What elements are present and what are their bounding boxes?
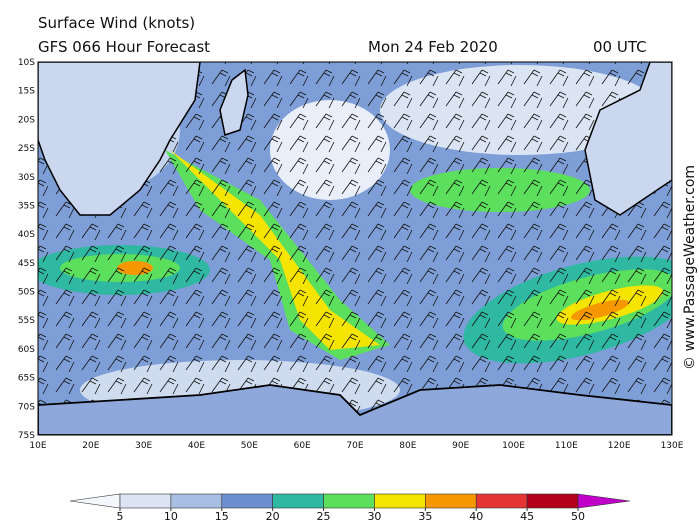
colorbar-segment (119, 493, 172, 509)
colorbar-end (577, 493, 631, 509)
lon-axis: 10E 20E 30E 40E 50E 60E 70E 80E 90E 100E 110E 120E 1… (29, 441, 683, 451)
date: Mon 24 Feb 2020 (368, 38, 498, 56)
colorbar: 5 10 15 20 25 30 35 40 45 50 (69, 493, 631, 523)
lon-label: 80E (399, 441, 416, 451)
lon-label: 50E (241, 441, 258, 451)
colorbar-label: 40 (469, 510, 483, 523)
colorbar-label: 10 (164, 510, 178, 523)
africa (38, 62, 201, 216)
lat-label: 20S (18, 115, 35, 125)
lon-label: 100E (502, 441, 525, 451)
time: 00 UTC (593, 38, 647, 56)
lon-label: 70E (346, 441, 363, 451)
colorbar-segment (526, 493, 579, 509)
lat-label: 50S (18, 288, 35, 298)
credit: © www.PassageWeather.com (682, 165, 698, 370)
colorbar-label: 25 (317, 510, 331, 523)
title: Surface Wind (knots) (38, 14, 195, 32)
lat-label: 10S (18, 58, 35, 68)
colorbar-segment (323, 493, 375, 509)
colorbar-label: 50 (571, 510, 585, 523)
antarctica (38, 384, 672, 435)
lat-label: 35S (18, 201, 35, 211)
lat-label: 30S (18, 173, 35, 183)
lat-label: 55S (18, 316, 35, 326)
lat-label: 65S (18, 374, 35, 384)
lon-label: 30E (135, 441, 152, 451)
lon-label: 10E (29, 441, 46, 451)
colorbar-segment (374, 493, 426, 509)
map (38, 62, 672, 435)
colorbar-label: 30 (367, 510, 381, 523)
lon-label: 90E (452, 441, 469, 451)
colorbar-segment (475, 493, 528, 509)
subtitle: GFS 066 Hour Forecast (38, 38, 210, 56)
lon-label: 110E (555, 441, 578, 451)
colorbar-label: 5 (117, 510, 124, 523)
lat-label: 25S (18, 144, 35, 154)
colorbar-segment (272, 493, 324, 509)
colorbar-label: 35 (418, 510, 432, 523)
lat-label: 40S (18, 230, 35, 240)
madagascar (219, 68, 249, 136)
lat-label: 75S (18, 431, 35, 441)
lon-label: 120E (608, 441, 631, 451)
lat-label: 45S (18, 259, 35, 269)
colorbar-label: 45 (520, 510, 534, 523)
australia (584, 62, 672, 216)
lon-label: 130E (661, 441, 684, 451)
lat-axis: 10S 15S 20S 25S 30S 35S 40S 45S 50S 55S 60S 65S 70S 7… (18, 58, 35, 441)
lat-label: 60S (18, 345, 35, 355)
colorbar-label: 20 (266, 510, 280, 523)
colorbar-segment (221, 493, 273, 509)
colorbar-segment (170, 493, 223, 509)
colorbar-label: 15 (215, 510, 229, 523)
lon-label: 40E (188, 441, 205, 451)
lon-label: 20E (82, 441, 99, 451)
lon-label: 60E (294, 441, 311, 451)
colorbar-segment (425, 493, 477, 509)
lat-label: 70S (18, 402, 35, 412)
map-frame (37, 61, 673, 436)
colorbar-end (69, 493, 121, 509)
lat-label: 15S (18, 87, 35, 97)
